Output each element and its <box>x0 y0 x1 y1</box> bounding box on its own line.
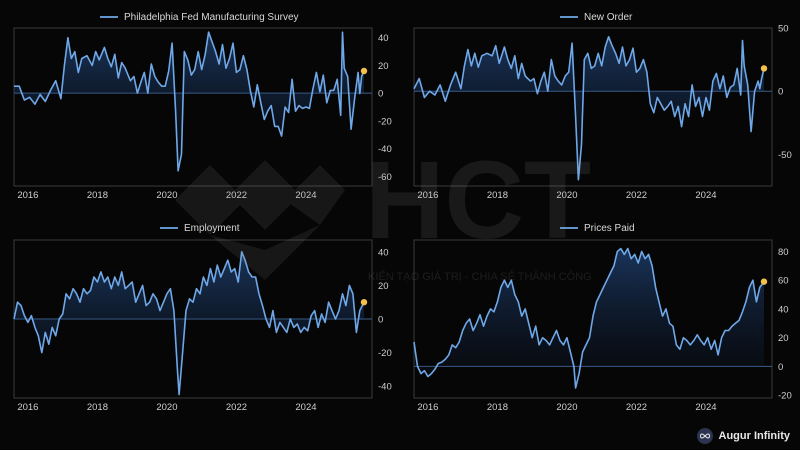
y-tick-label: -50 <box>778 150 792 161</box>
y-tick-label: 20 <box>378 61 389 72</box>
legend-label: Employment <box>184 223 240 234</box>
series-area <box>14 32 364 171</box>
x-tick-label: 2024 <box>295 402 316 413</box>
x-tick-label: 2016 <box>17 402 38 413</box>
series-line <box>413 36 765 181</box>
plot-frame <box>413 27 773 187</box>
series-line <box>413 247 765 389</box>
x-tick-label: 2022 <box>626 402 647 413</box>
y-tick-label: -40 <box>378 382 392 393</box>
x-tick-label: 2022 <box>226 190 247 201</box>
series-line <box>13 251 365 396</box>
watermark-tagline: KIẾN TẠO GIÁ TRỊ - CHIA SẺ THÀNH CÔNG <box>368 270 592 283</box>
watermark: HCT KIẾN TẠO GIÁ TRỊ - CHIA SẺ THÀNH CÔN… <box>175 139 592 283</box>
x-tick-label: 2024 <box>695 190 716 201</box>
infinity-icon <box>696 428 713 444</box>
x-tick-label: 2024 <box>295 190 316 201</box>
x-tick-label: 2018 <box>487 402 508 413</box>
y-tick-label: -60 <box>378 172 392 183</box>
series-area <box>414 36 764 180</box>
y-tick-label: 0 <box>378 315 383 326</box>
x-tick-label: 2016 <box>417 402 438 413</box>
watermark-text: HCT <box>365 139 591 262</box>
x-tick-label: 2016 <box>417 190 438 201</box>
y-tick-label: 40 <box>778 304 789 315</box>
y-tick-label: -20 <box>378 348 392 359</box>
chart-panel-1: 40 20 0 -20 -40 -60 2016 2018 2020 2022 2024 Philad… <box>13 12 392 201</box>
brand-badge: Augur Infinity <box>696 428 791 444</box>
x-tick-label: 2022 <box>226 402 247 413</box>
series-area <box>414 248 764 388</box>
watermark-diamond-logo <box>175 160 345 280</box>
series-area <box>14 251 364 395</box>
y-tick-label: 0 <box>778 87 783 98</box>
legend-label: New Order <box>584 12 633 23</box>
y-tick-label: 20 <box>378 281 389 292</box>
y-tick-label: 60 <box>778 276 789 287</box>
x-tick-label: 2020 <box>156 190 177 201</box>
last-value-marker <box>760 278 768 285</box>
y-tick-label: 0 <box>778 362 783 373</box>
plot-frame <box>413 239 773 399</box>
last-value-marker <box>360 67 368 75</box>
y-tick-label: 80 <box>778 247 789 258</box>
y-tick-label: -20 <box>378 116 392 127</box>
series-line <box>14 31 365 172</box>
x-tick-label: 2016 <box>17 190 38 201</box>
x-tick-label: 2018 <box>87 190 108 201</box>
x-tick-label: 2018 <box>87 402 108 413</box>
last-value-marker <box>360 298 368 306</box>
x-tick-label: 2020 <box>556 190 577 201</box>
x-tick-label: 2020 <box>556 402 577 413</box>
x-tick-label: 2020 <box>156 402 177 413</box>
x-tick-label: 2024 <box>695 402 716 413</box>
y-tick-label: 40 <box>378 33 389 44</box>
y-tick-label: -40 <box>378 144 392 155</box>
y-tick-label: 50 <box>778 24 789 35</box>
legend-label: Prices Paid <box>584 223 635 234</box>
y-tick-label: 20 <box>778 333 789 344</box>
chart-panel-4: 80 60 40 20 0 -20 2016 2018 2020 2022 2024 Prices P… <box>413 223 792 413</box>
legend-label: Philadelphia Fed Manufacturing Survey <box>124 12 299 23</box>
x-tick-label: 2022 <box>626 190 647 201</box>
x-tick-label: 2018 <box>487 190 508 201</box>
chart-panel-3: 40 20 0 -20 -40 2016 2018 2020 2022 2024 Employmen… <box>13 223 392 413</box>
y-tick-label: 40 <box>378 247 389 258</box>
last-value-marker <box>760 65 768 72</box>
y-tick-label: -20 <box>778 391 792 402</box>
chart-panel-2: 50 0 -50 2016 2018 2020 2022 2024 New Order <box>413 12 792 201</box>
y-tick-label: 0 <box>378 89 383 100</box>
brand-name: Augur Infinity <box>718 430 791 442</box>
plot-frame <box>13 27 373 187</box>
